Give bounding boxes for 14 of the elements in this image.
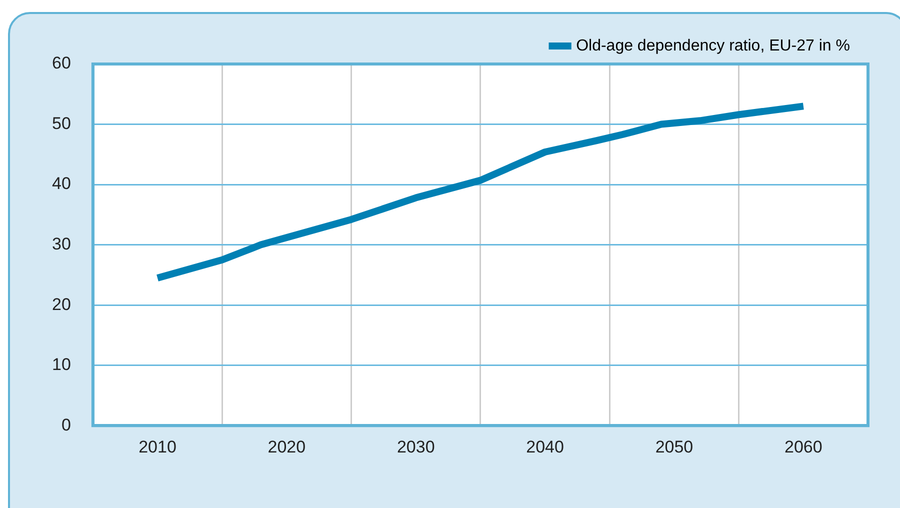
y-tick-label: 60 — [52, 54, 71, 73]
y-tick-label: 50 — [52, 114, 71, 133]
legend-label: Old-age dependency ratio, EU-27 in % — [576, 37, 850, 54]
y-tick-label: 10 — [52, 355, 71, 374]
x-tick-label: 2050 — [655, 437, 694, 456]
y-tick-label: 40 — [52, 174, 71, 194]
x-tick-label: 2060 — [784, 437, 822, 456]
y-tick-label: 20 — [52, 294, 71, 314]
x-tick-label: 2030 — [396, 437, 435, 456]
x-tick-label: 2010 — [138, 437, 176, 456]
x-tick-label: 2020 — [268, 437, 306, 456]
y-tick-label: 30 — [52, 234, 71, 254]
x-tick-label: 2040 — [526, 437, 564, 456]
y-tick-label: 0 — [61, 415, 71, 434]
